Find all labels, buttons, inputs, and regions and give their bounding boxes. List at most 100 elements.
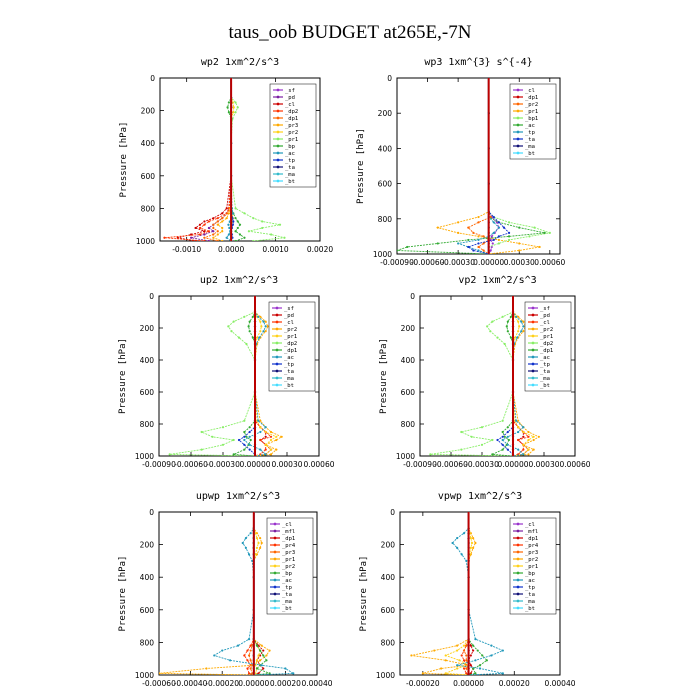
data-point: [254, 553, 257, 556]
data-point: [237, 336, 241, 339]
x-tick-label: 0.00000: [239, 460, 270, 469]
x-tick-label: -0.00030: [441, 258, 475, 267]
legend-label: _dp2: [285, 109, 298, 115]
data-point: [261, 220, 264, 223]
legend-label: _pr1: [525, 564, 538, 570]
data-point: [457, 231, 460, 234]
legend-label: _ta: [285, 165, 295, 171]
panel-title: wp3 1xm^{3} s^{-4}: [424, 57, 532, 68]
legend-label: _ma: [525, 599, 535, 605]
data-point: [269, 438, 273, 442]
data-point: [522, 330, 525, 333]
y-tick-label: 0: [410, 292, 415, 301]
series-line-pd: [191, 78, 233, 241]
data-point: [259, 419, 262, 422]
data-point: [474, 659, 477, 662]
data-point: [477, 249, 480, 252]
data-point: [477, 215, 480, 219]
data-point: [527, 430, 530, 434]
data-point: [232, 220, 235, 223]
data-point: [257, 654, 260, 657]
x-tick-label: 0.00060: [303, 460, 334, 469]
data-point: [234, 239, 237, 241]
legend-marker: [276, 123, 280, 127]
data-point: [255, 667, 259, 670]
data-point: [456, 546, 459, 549]
x-tick-label: -0.00030: [206, 460, 240, 469]
data-point: [237, 438, 241, 442]
data-point: [254, 672, 257, 675]
data-point: [264, 448, 267, 451]
data-point: [234, 207, 237, 210]
data-point: [259, 654, 262, 657]
figure-title: taus_oob BUDGET at265E,-7N: [228, 22, 472, 43]
data-point: [444, 654, 447, 657]
legend-box: [268, 301, 316, 392]
legend-label: _sf: [285, 88, 295, 94]
data-point: [456, 649, 459, 652]
data-point: [260, 664, 263, 667]
series-line-tp: [496, 296, 514, 456]
legend-marker: [276, 179, 280, 183]
data-point: [227, 325, 230, 328]
data-point: [227, 101, 230, 104]
data-point: [506, 330, 509, 333]
legend-marker: [275, 334, 279, 338]
y-tick-label: 800: [140, 638, 155, 647]
data-point: [265, 654, 268, 657]
legend-label: _ac: [282, 578, 292, 584]
legend-label: _pr2: [284, 327, 297, 333]
data-point: [257, 541, 260, 545]
legend-marker: [275, 327, 279, 331]
data-point: [478, 667, 482, 670]
data-point: [228, 226, 231, 230]
y-tick-label: 600: [378, 180, 393, 189]
legend-marker: [276, 158, 280, 162]
legend-marker: [273, 592, 277, 596]
data-point: [474, 541, 477, 545]
legend-marker: [273, 529, 277, 533]
data-point: [247, 638, 251, 641]
data-point: [264, 435, 267, 438]
data-point: [474, 672, 477, 675]
data-point: [269, 448, 273, 451]
legend-marker: [531, 341, 535, 345]
data-point: [456, 536, 459, 540]
data-point: [507, 221, 511, 224]
y-tick-label: 1000: [373, 250, 392, 259]
legend-marker: [276, 165, 280, 169]
legend-label: _ta: [525, 137, 535, 143]
data-point: [246, 667, 249, 670]
data-point: [444, 659, 447, 662]
data-point: [255, 644, 259, 647]
data-point: [517, 426, 520, 429]
legend-label: _tp: [285, 158, 295, 164]
data-point: [496, 336, 499, 339]
data-point: [221, 220, 224, 223]
data-point: [205, 667, 208, 670]
data-point: [469, 546, 472, 549]
data-point: [251, 315, 254, 318]
data-point: [469, 644, 472, 647]
y-tick-label: 400: [140, 573, 155, 582]
x-tick-label: 0.00020: [499, 679, 530, 688]
data-point: [507, 231, 511, 234]
legend-marker: [516, 116, 520, 120]
data-point: [460, 448, 463, 451]
legend-marker: [273, 522, 277, 526]
legend-label: _mfl: [525, 529, 538, 535]
data-point: [221, 443, 225, 446]
data-point: [258, 336, 261, 339]
x-tick-label: -0.00060: [174, 460, 208, 469]
data-point: [255, 536, 259, 540]
data-point: [213, 654, 216, 657]
data-point: [501, 649, 504, 652]
legend-marker: [516, 536, 520, 540]
data-point: [248, 430, 251, 434]
legend-marker: [516, 578, 520, 582]
data-point: [203, 233, 206, 236]
data-point: [207, 230, 210, 233]
data-point: [465, 644, 468, 647]
legend-marker: [273, 571, 277, 575]
